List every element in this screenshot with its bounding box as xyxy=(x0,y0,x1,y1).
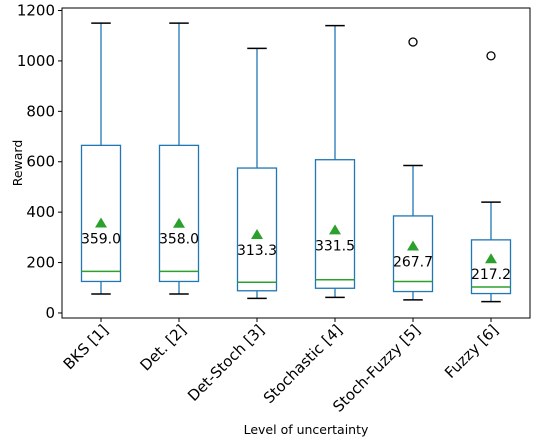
plot-frame xyxy=(61,7,531,319)
boxes: 359.0 358.0 313.3 331.5 267.7 217.2 xyxy=(80,22,512,303)
mean-marker xyxy=(173,217,185,228)
mean-marker xyxy=(407,240,419,251)
mean-marker xyxy=(95,217,107,228)
mean-marker xyxy=(329,224,341,235)
y-tick-label: 600 xyxy=(26,153,55,171)
mean-marker xyxy=(485,253,497,264)
box-iqr xyxy=(470,239,512,295)
mean-label: 313.3 xyxy=(237,243,277,259)
box-iqr xyxy=(158,144,200,283)
box-group: 331.5 xyxy=(314,24,356,299)
box-iqr xyxy=(236,167,278,292)
x-tick-label: BKS [1] xyxy=(60,321,112,373)
box-group: 217.2 xyxy=(470,51,512,303)
y-tick-label: 400 xyxy=(26,203,55,221)
outlier-point xyxy=(408,37,418,47)
box-iqr xyxy=(314,159,356,289)
x-tick-label: Fuzzy [6] xyxy=(441,321,502,382)
y-tick-label: 0 xyxy=(45,304,55,322)
mean-label: 359.0 xyxy=(81,231,121,247)
y-tick-label: 1200 xyxy=(17,2,55,20)
x-tick-label: Det. [2] xyxy=(136,321,189,374)
box-group: 267.7 xyxy=(392,37,434,301)
box-iqr xyxy=(80,144,122,283)
x-axis-label: Level of uncertainty xyxy=(244,422,369,437)
mean-marker xyxy=(251,228,263,239)
x-axis: BKS [1] Det. [2]Det-Stoch [3]Stochastic [… xyxy=(60,318,502,416)
x-tick-label: Stochastic [4] xyxy=(260,321,346,407)
mean-label: 358.0 xyxy=(159,232,199,248)
outlier-point xyxy=(486,51,496,61)
y-tick-label: 800 xyxy=(26,102,55,120)
box-group: 359.0 xyxy=(80,22,122,295)
x-tick-label: Det-Stoch [3] xyxy=(184,321,268,405)
y-tick-label: 1000 xyxy=(17,52,55,70)
mean-label: 217.2 xyxy=(471,267,511,283)
box-group: 313.3 xyxy=(236,47,278,300)
mean-label: 267.7 xyxy=(393,254,433,270)
box-iqr xyxy=(392,215,434,293)
box-group: 358.0 xyxy=(158,22,200,295)
y-axis-label: Reward xyxy=(10,140,25,187)
y-tick-label: 200 xyxy=(26,254,55,272)
mean-label: 331.5 xyxy=(315,238,355,254)
y-axis: 0 200 400 600 800 1000 1200 xyxy=(17,2,62,322)
